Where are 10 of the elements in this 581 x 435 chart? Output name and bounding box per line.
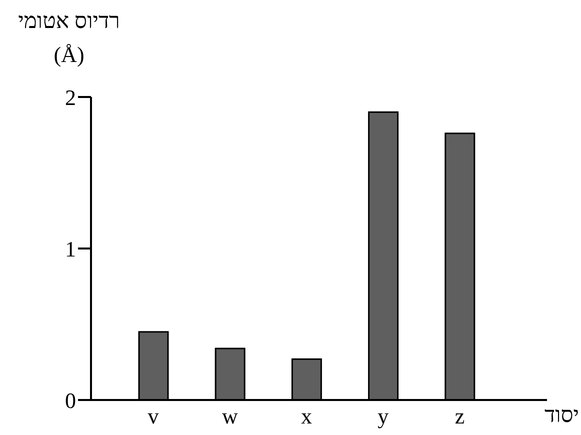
x-tick-label: x	[301, 404, 312, 429]
y-tick-label: 0	[65, 388, 76, 413]
x-tick-label: w	[222, 404, 238, 429]
x-tick-label: v	[148, 404, 159, 429]
y-tick-label: 2	[65, 84, 76, 110]
y-axis-title: רדיוס אטומי (Å)	[17, 7, 121, 69]
x-tick-label: z	[454, 404, 465, 429]
y-tick-label: 1	[65, 236, 76, 262]
x-tick-label: y	[378, 404, 389, 429]
x-axis-title: יסוד	[544, 402, 579, 428]
